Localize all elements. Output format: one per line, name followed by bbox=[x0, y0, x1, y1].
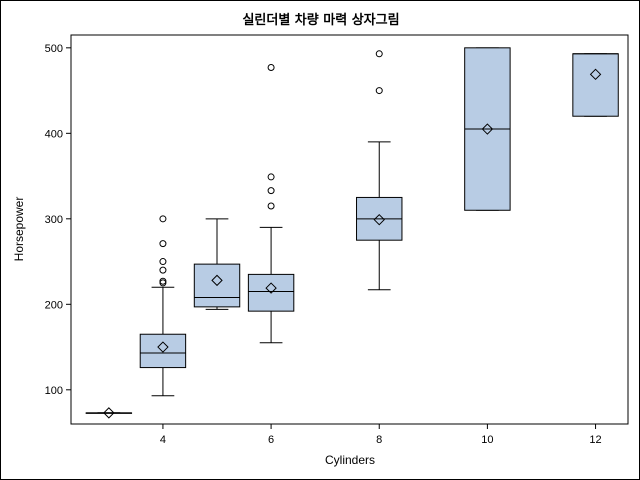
outlier-point bbox=[375, 87, 383, 95]
x-axis-label: Cylinders bbox=[325, 453, 375, 467]
mean-marker bbox=[211, 274, 223, 287]
box-group bbox=[356, 50, 403, 291]
box-group bbox=[464, 47, 511, 211]
x-tick-label: 10 bbox=[481, 434, 493, 446]
y-tick-label: 400 bbox=[45, 128, 63, 140]
box bbox=[572, 53, 619, 117]
box-group bbox=[85, 407, 133, 419]
mean-marker bbox=[265, 282, 277, 294]
box-groups bbox=[85, 47, 619, 419]
outlier-point bbox=[159, 266, 167, 274]
outlier-point bbox=[375, 50, 383, 58]
outlier-point bbox=[267, 202, 275, 210]
mean-marker bbox=[157, 341, 169, 353]
outlier-point bbox=[159, 240, 167, 248]
outlier-point bbox=[267, 187, 275, 195]
y-axis-label: Horsepower bbox=[12, 197, 26, 262]
mean-marker bbox=[589, 68, 602, 81]
outlier-point bbox=[159, 277, 167, 285]
outlier-point bbox=[267, 63, 275, 71]
plot-area bbox=[70, 34, 629, 425]
x-tick-label: 4 bbox=[160, 434, 166, 446]
box-group bbox=[572, 53, 619, 117]
box-group bbox=[247, 63, 295, 344]
mean-marker bbox=[103, 407, 115, 419]
y-tick-label: 100 bbox=[45, 385, 63, 397]
y-tick-label: 300 bbox=[45, 214, 63, 226]
outlier-point bbox=[159, 215, 167, 223]
x-tick-label: 6 bbox=[268, 434, 274, 446]
box bbox=[139, 333, 187, 369]
mean-marker bbox=[481, 123, 494, 135]
box-group bbox=[193, 218, 241, 310]
y-axis: 100 200 300 400 500 bbox=[45, 43, 71, 397]
x-tick-label: 12 bbox=[589, 434, 601, 446]
y-tick-label: 200 bbox=[45, 299, 63, 311]
box-group bbox=[139, 215, 187, 397]
x-axis: 4 6 8 10 12 bbox=[160, 424, 602, 446]
chart-title: 실린더별 차량 마력 상자그림 bbox=[242, 12, 399, 28]
y-tick-label: 500 bbox=[45, 43, 63, 55]
outlier-point bbox=[267, 173, 275, 181]
x-tick-label: 8 bbox=[376, 434, 382, 446]
mean-marker bbox=[373, 213, 385, 226]
outlier-point bbox=[159, 258, 167, 266]
